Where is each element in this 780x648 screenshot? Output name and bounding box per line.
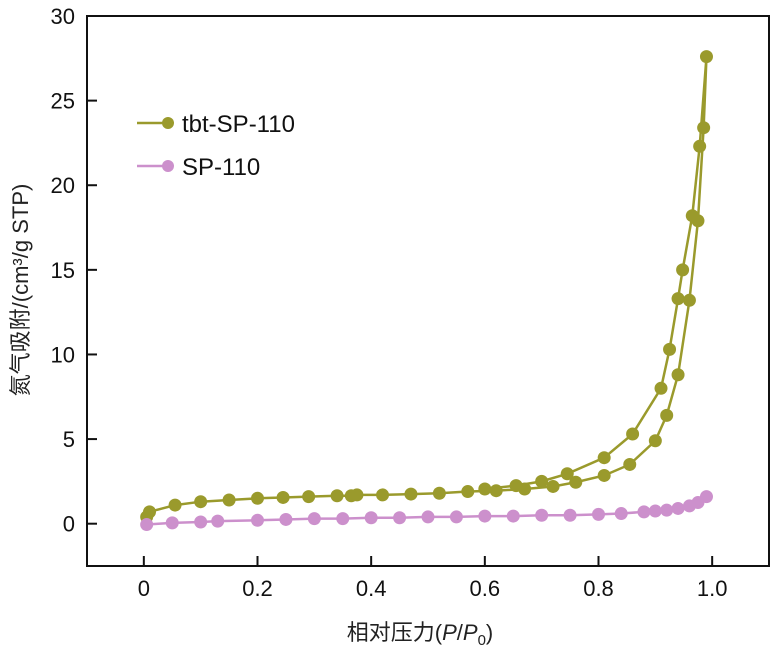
y-tick-label: 30 xyxy=(51,4,75,29)
data-point xyxy=(663,342,677,356)
data-point xyxy=(421,510,435,524)
data-point xyxy=(648,504,662,518)
data-point xyxy=(302,490,316,504)
data-point xyxy=(569,475,583,489)
data-point xyxy=(654,381,668,395)
data-point xyxy=(449,510,463,524)
data-point xyxy=(404,487,418,501)
x-tick-label: 0.2 xyxy=(242,576,273,601)
data-point xyxy=(478,509,492,523)
data-point xyxy=(699,490,713,504)
legend: tbt-SP-110 SP-110 xyxy=(137,111,295,181)
data-point xyxy=(393,511,407,525)
data-point xyxy=(676,263,690,277)
data-point xyxy=(168,498,182,512)
data-point xyxy=(165,516,179,530)
x-tick-label: 0.6 xyxy=(470,576,501,601)
data-point xyxy=(682,293,696,307)
x-tick-label: 1.0 xyxy=(697,576,728,601)
data-point xyxy=(560,467,574,481)
data-point xyxy=(279,512,293,526)
data-point xyxy=(671,368,685,382)
y-tick-label: 20 xyxy=(51,173,75,198)
x-tick-label: 0.8 xyxy=(583,576,614,601)
series-tbt-sp-110 xyxy=(140,50,713,524)
data-point xyxy=(623,457,637,471)
data-point xyxy=(693,139,707,153)
y-tick-label: 10 xyxy=(51,342,75,367)
data-point xyxy=(671,501,685,515)
data-point xyxy=(478,482,492,496)
data-point xyxy=(697,121,711,135)
series-line xyxy=(145,56,708,518)
data-point xyxy=(251,491,264,505)
data-point xyxy=(432,486,446,500)
plot-area xyxy=(140,50,713,532)
data-point xyxy=(307,512,321,526)
data-point xyxy=(637,505,651,519)
y-axis: 0 5 10 15 20 25 30 xyxy=(51,4,97,537)
data-point xyxy=(506,509,520,523)
legend-label: SP-110 xyxy=(182,154,260,181)
data-point xyxy=(648,434,662,448)
data-point xyxy=(597,468,611,482)
y-axis-label: 氮气吸附/(cm³/g STP) xyxy=(8,184,33,397)
data-point xyxy=(489,484,503,498)
y-tick-label: 25 xyxy=(51,89,75,114)
data-point xyxy=(626,427,640,441)
data-point xyxy=(592,507,605,521)
x-axis-label: 相对压力(P/P0) xyxy=(347,620,494,648)
data-point xyxy=(671,292,685,306)
data-point xyxy=(509,479,523,493)
data-point xyxy=(364,511,378,525)
data-point xyxy=(376,488,390,502)
data-point xyxy=(211,514,225,528)
data-point xyxy=(614,507,628,521)
data-point xyxy=(597,451,611,465)
x-tick-label: 0.4 xyxy=(356,576,387,601)
y-tick-label: 0 xyxy=(63,512,75,537)
data-point xyxy=(535,474,549,488)
data-point xyxy=(330,489,344,503)
data-point xyxy=(461,485,475,499)
y-tick-label: 15 xyxy=(51,258,75,283)
data-point xyxy=(350,488,364,502)
data-point xyxy=(251,513,264,527)
data-point xyxy=(140,518,154,532)
y-tick-label: 5 xyxy=(63,427,75,452)
data-point xyxy=(276,490,290,504)
legend-item-sp-110: SP-110 xyxy=(137,154,260,181)
data-point xyxy=(685,209,699,223)
series-sp-110 xyxy=(140,490,713,532)
data-point xyxy=(660,408,674,422)
x-axis: 0 0.2 0.4 0.6 0.8 1.0 xyxy=(138,556,728,601)
data-point xyxy=(336,512,350,526)
data-point xyxy=(194,515,208,529)
x-tick-label: 0 xyxy=(138,576,150,601)
legend-label: tbt-SP-110 xyxy=(182,111,295,138)
data-point xyxy=(143,505,157,519)
data-point xyxy=(535,508,549,522)
data-point xyxy=(660,503,674,517)
data-point xyxy=(222,493,236,507)
data-point xyxy=(546,479,560,493)
data-point xyxy=(194,495,208,509)
data-point xyxy=(563,508,577,522)
plot-frame xyxy=(86,15,770,567)
legend-item-tbt-sp-110: tbt-SP-110 xyxy=(137,111,295,138)
data-point xyxy=(699,50,713,64)
